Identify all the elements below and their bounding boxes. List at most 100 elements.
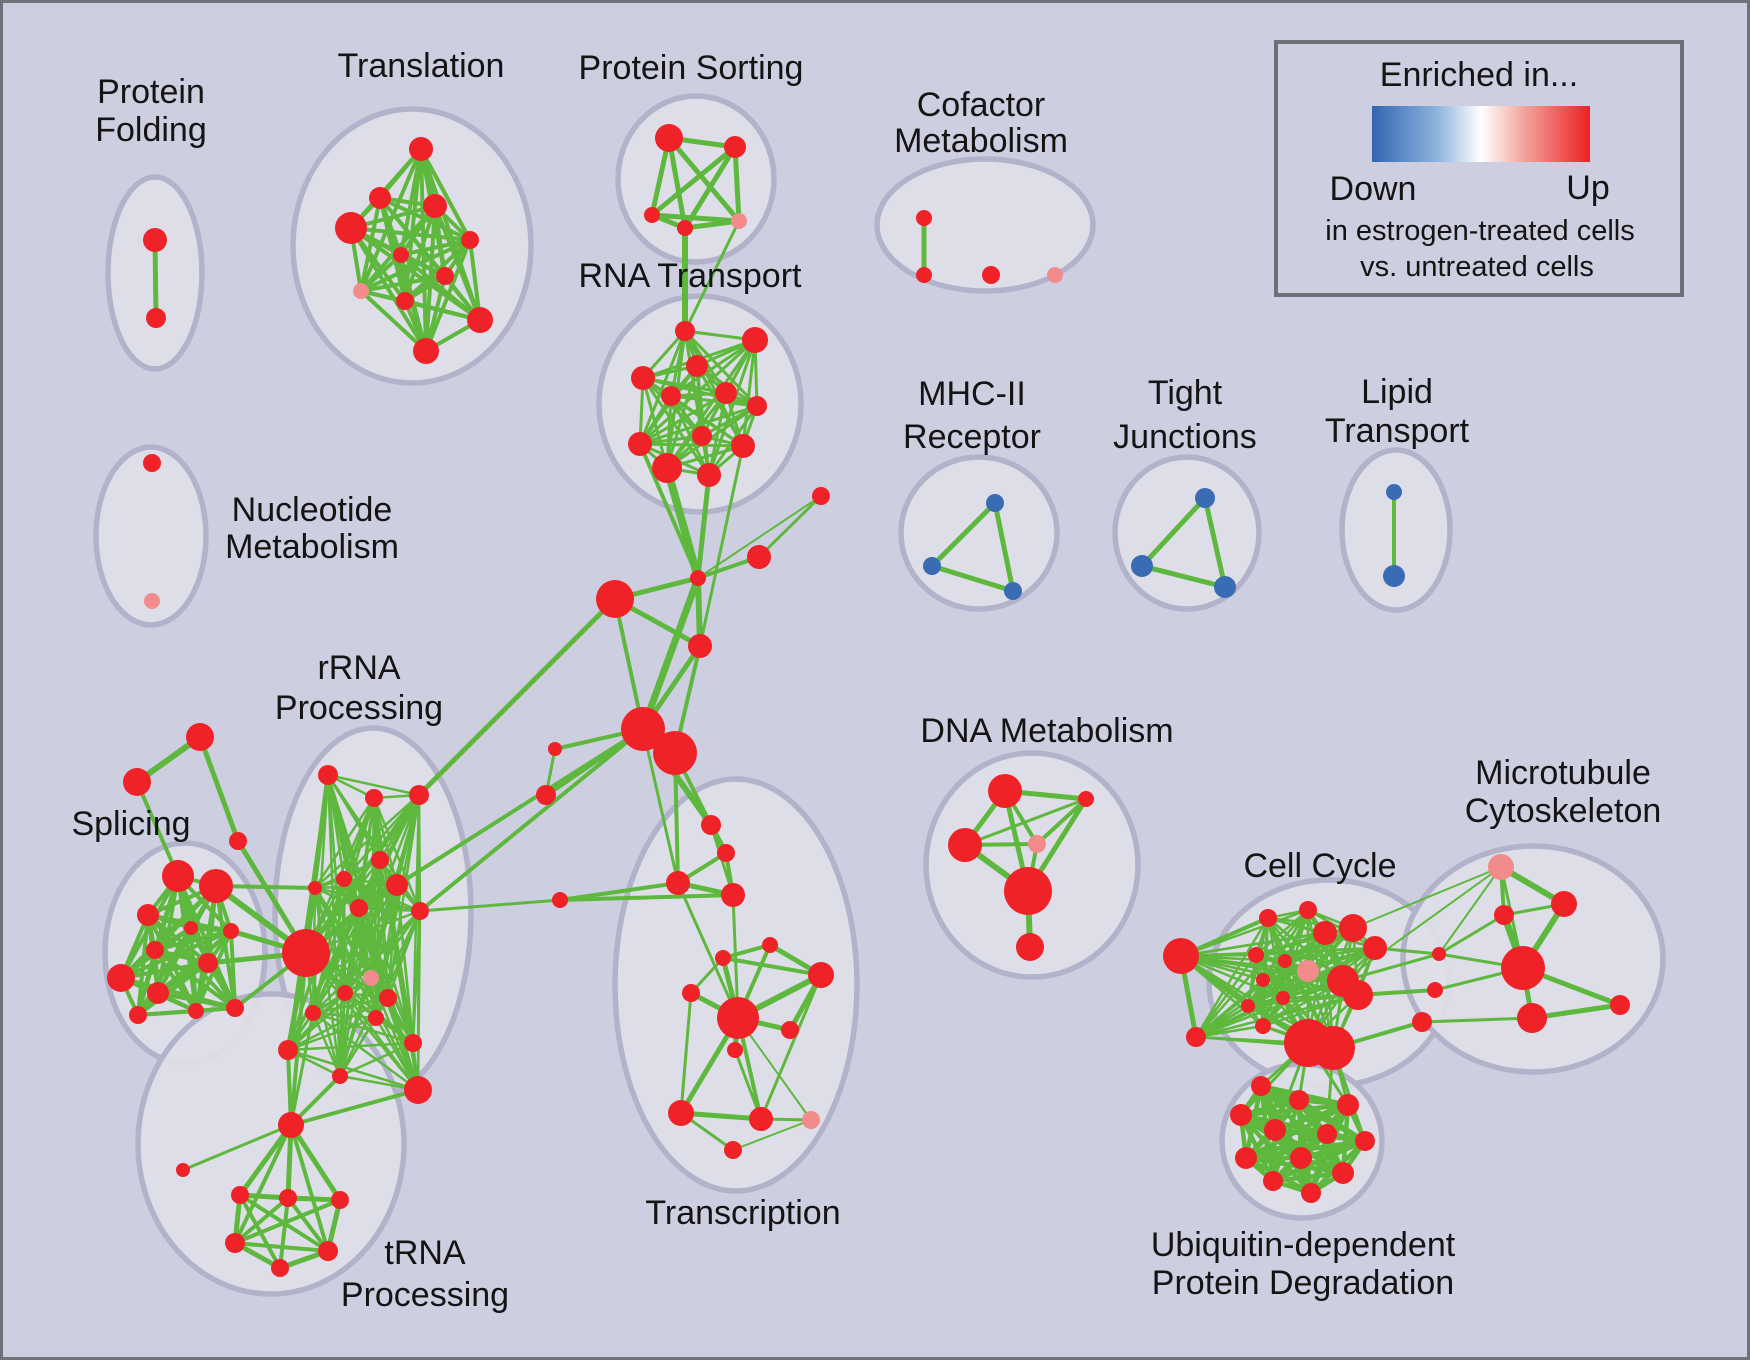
edge-trna-processing	[289, 1123, 330, 1253]
edge-protein-sorting--rna-transport	[683, 219, 741, 333]
node-mhc2-receptor	[1004, 582, 1022, 600]
edge-cell-cycle	[1246, 953, 1258, 1008]
node-translation	[369, 187, 391, 209]
node-transcription	[717, 997, 759, 1039]
edge-rrna-processing	[313, 796, 376, 890]
cluster-rrna-processing-label: rRNA	[317, 649, 400, 687]
cluster-mhc2-receptor-ellipse	[898, 454, 1060, 612]
edge-rna-transport	[683, 329, 759, 408]
cluster-microtubule-cytoskeleton-label: Microtubule	[1475, 754, 1651, 792]
node-ubiquitin-degradation	[1263, 1171, 1283, 1191]
edge-trna-processing	[181, 1123, 293, 1172]
node-cell-cycle	[1311, 1026, 1355, 1070]
node-cofactor-metabolism	[916, 210, 932, 226]
node-ubiquitin-degradation	[1337, 1094, 1359, 1116]
cluster-lipid-transport-label: Lipid	[1361, 373, 1433, 411]
cluster-ubiquitin-degradation-label: Protein Degradation	[1152, 1264, 1454, 1302]
node-transcription	[715, 950, 731, 966]
node-protein-sorting	[677, 220, 693, 236]
node-trna-processing	[279, 1189, 297, 1207]
node-translation	[436, 267, 454, 285]
edge-cell-cycle	[1194, 1024, 1265, 1039]
edge-protein-sorting	[649, 212, 742, 224]
legend-title: Enriched in...	[1380, 56, 1578, 94]
edge-rna-transport--central-hub	[695, 472, 712, 581]
node-rrna-processing	[404, 1034, 422, 1052]
node-microtubule-cytoskeleton	[1494, 905, 1514, 925]
node-translation	[396, 292, 414, 310]
edge-trna-processing	[233, 1196, 290, 1245]
node-rrna-processing	[282, 929, 330, 977]
edge-splicing-outliers	[197, 734, 241, 844]
edge-central-hub	[757, 494, 823, 559]
edge-central-hub--rrna-processing	[416, 596, 618, 798]
edge-dna-metabolism	[1035, 797, 1088, 846]
node-central-hub	[621, 707, 665, 751]
edge-cell-cycle	[1194, 953, 1258, 1039]
node-splicing	[223, 923, 239, 939]
edge-cell-cycle--microtubule-cytoskeleton	[1352, 866, 1502, 929]
edge-rrna-processing	[313, 793, 421, 890]
node-dna-metabolism	[1078, 791, 1094, 807]
node-rrna-processing	[379, 989, 397, 1007]
cluster-translation-label: Translation	[338, 47, 505, 85]
edge-rrna-processing	[311, 1011, 420, 1092]
node-cell-cycle	[1256, 973, 1270, 987]
node-transcription	[724, 1141, 742, 1159]
edge-splicing	[229, 929, 237, 1010]
edge-splicing	[136, 913, 150, 1017]
node-trna-processing	[271, 1259, 289, 1277]
edge-rrna-processing	[416, 909, 422, 1092]
edge-ubiquitin-degradation	[1270, 1138, 1368, 1184]
cluster-trna-processing-label: Processing	[341, 1276, 509, 1314]
edge-cell-cycle	[1179, 908, 1310, 958]
edge-transcription	[721, 943, 772, 960]
node-rna-transport	[731, 434, 755, 458]
node-microtubule-cytoskeleton	[1610, 995, 1630, 1015]
cluster-tight-junctions-label: Tight	[1148, 374, 1223, 412]
edge-rna-transport	[638, 404, 759, 446]
node-microtubule-cytoskeleton	[1427, 982, 1443, 998]
edge-rna-transport	[669, 394, 711, 477]
cluster-tight-junctions-label: Junctions	[1113, 418, 1257, 456]
node-transcription	[682, 984, 700, 1002]
edge-rna-transport	[638, 391, 728, 446]
node-trna-processing	[278, 1112, 304, 1138]
edge-rna-transport	[638, 329, 687, 446]
node-transcription	[749, 1107, 773, 1131]
edge-rna-transport--central-hub	[663, 464, 702, 582]
node-ubiquitin-degradation	[1301, 1183, 1321, 1203]
node-ubiquitin-degradation	[1332, 1162, 1354, 1184]
cluster-nucleotide-metabolism-ellipse	[93, 444, 209, 628]
edge-translation	[359, 196, 382, 293]
node-central-hub	[690, 570, 706, 586]
edge-protein-sorting	[682, 218, 742, 231]
node-cell-cycle	[1255, 1018, 1271, 1034]
node-tight-junctions	[1195, 488, 1215, 508]
node-rna-transport	[742, 327, 768, 353]
node-protein-sorting	[731, 213, 747, 229]
cluster-nucleotide-metabolism-label: Metabolism	[225, 528, 399, 566]
node-splicing	[184, 921, 198, 935]
legend-subtitle-line1: in estrogen-treated cells	[1325, 215, 1635, 247]
cluster-trna-processing-label: tRNA	[384, 1234, 466, 1272]
node-rna-transport	[747, 396, 767, 416]
edge-rrna-processing	[313, 886, 422, 913]
edge-splicing	[136, 1009, 198, 1017]
edge-translation	[359, 274, 447, 293]
node-splicing	[188, 1003, 204, 1019]
edge-tight-junctions	[1139, 563, 1228, 590]
edge-trna-processing	[286, 1196, 330, 1253]
cluster-cofactor-metabolism-ellipse	[874, 156, 1096, 294]
edge-cell-cycle	[1254, 908, 1310, 957]
edge-rna-transport--central-hub	[638, 442, 700, 580]
edge-rrna-processing--transcription	[418, 898, 562, 913]
edge-tight-junctions	[1202, 495, 1228, 590]
node-rrna-processing	[337, 985, 353, 1001]
edge-protein-sorting	[732, 144, 742, 224]
edge-transcription	[558, 881, 680, 902]
edge-cell-cycle	[1283, 946, 1377, 963]
edge-cell-cycle	[1254, 946, 1377, 957]
node-rrna-processing	[350, 899, 368, 917]
